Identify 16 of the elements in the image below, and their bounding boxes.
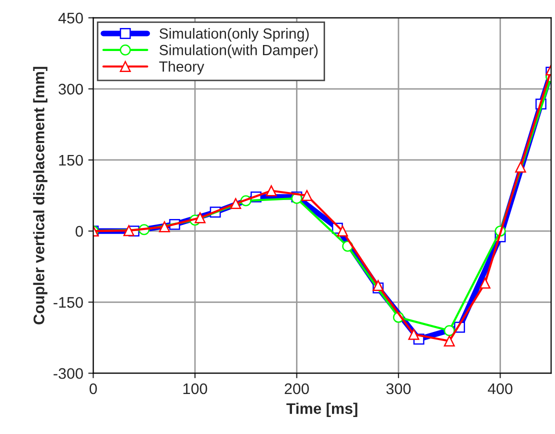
- x-tick-label: 0: [90, 383, 97, 394]
- x-tick-label: 200: [284, 383, 309, 394]
- y-tick-label: -150: [54, 297, 83, 308]
- y-tick-label: -300: [54, 368, 83, 379]
- legend-label: Theory: [159, 61, 204, 75]
- y-tick-label: 150: [59, 154, 83, 166]
- y-tick-label: 300: [58, 84, 83, 95]
- y-axis-title: Coupler vertical displacement [mm]: [33, 66, 48, 324]
- x-tick-label: 100: [183, 383, 208, 394]
- x-tick-label: 400: [488, 383, 512, 394]
- y-tick-label: 0: [76, 226, 83, 237]
- legend-label: Simulation(only Spring): [160, 28, 309, 42]
- x-axis-title: Time [ms]: [286, 402, 358, 417]
- legend-label: Simulation(with Damper): [160, 44, 318, 58]
- x-tick-label: 300: [386, 383, 411, 394]
- y-tick-label: 450: [58, 12, 83, 24]
